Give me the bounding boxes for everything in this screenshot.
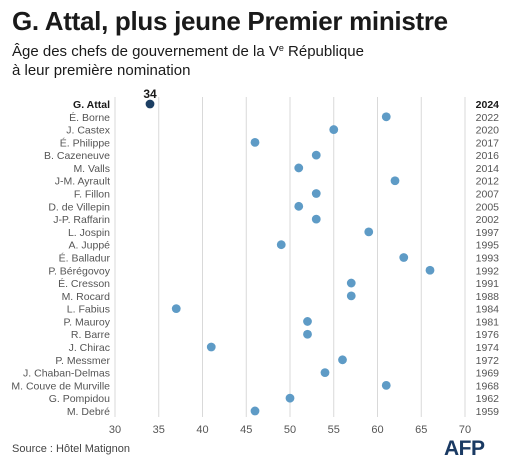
data-point bbox=[346, 291, 356, 301]
data-point bbox=[311, 150, 321, 160]
row-year-label: 2014 bbox=[476, 163, 500, 175]
data-point bbox=[320, 368, 330, 377]
data-point bbox=[276, 240, 286, 250]
row-year-label: 1972 bbox=[476, 355, 500, 367]
subtitle-text: Âge des chefs de gouvernement de la V bbox=[12, 43, 279, 60]
data-point bbox=[303, 317, 312, 326]
data-point bbox=[171, 304, 181, 314]
x-tick-label: 30 bbox=[109, 424, 121, 436]
data-point bbox=[425, 265, 435, 275]
row-year-label: 2007 bbox=[476, 189, 500, 201]
data-point bbox=[311, 189, 321, 198]
data-point bbox=[381, 380, 391, 390]
x-tick-label: 35 bbox=[153, 424, 165, 436]
row-year-label: 1968 bbox=[476, 380, 500, 392]
source-note: Source : Hôtel Matignon bbox=[12, 443, 131, 455]
data-point bbox=[346, 278, 356, 288]
data-point bbox=[364, 227, 374, 237]
row-name-label: J. Castex bbox=[66, 125, 111, 137]
row-year-label: 1993 bbox=[476, 252, 500, 264]
row-name-label: É. Balladur bbox=[59, 251, 111, 264]
row-year-label: 2012 bbox=[476, 176, 500, 188]
row-name-label: J. Chirac bbox=[69, 342, 110, 354]
row-year-label: 1962 bbox=[476, 393, 500, 405]
row-name-label: M. Debré bbox=[67, 406, 110, 418]
data-point bbox=[206, 342, 216, 352]
data-point bbox=[285, 393, 295, 403]
row-year-label: 2016 bbox=[476, 150, 500, 162]
row-name-label: É. Borne bbox=[69, 111, 110, 124]
row-name-label: D. de Villepin bbox=[48, 201, 110, 213]
x-tick-label: 65 bbox=[415, 424, 427, 436]
data-point bbox=[390, 176, 400, 186]
row-name-label: A. Juppé bbox=[69, 240, 111, 252]
row-name-label: J-P. Raffarin bbox=[53, 214, 110, 226]
row-name-label: F. Fillon bbox=[74, 189, 110, 201]
row-year-label: 1969 bbox=[476, 368, 500, 380]
row-name-label: J. Chaban-Delmas bbox=[23, 368, 110, 380]
row-name-label: M. Rocard bbox=[62, 291, 111, 303]
data-point bbox=[338, 355, 347, 365]
subtitle-superscript: e bbox=[278, 43, 284, 53]
data-point bbox=[381, 112, 391, 122]
row-name-label: G. Attal bbox=[73, 99, 110, 111]
data-point bbox=[303, 329, 312, 339]
row-year-label: 2005 bbox=[476, 201, 500, 213]
row-name-label: P. Mauroy bbox=[64, 316, 111, 328]
x-tick-label: 70 bbox=[459, 424, 471, 436]
row-year-label: 1959 bbox=[476, 406, 500, 418]
data-point bbox=[294, 201, 304, 211]
data-point bbox=[250, 137, 260, 147]
row-name-label: P. Bérégovoy bbox=[48, 265, 110, 277]
data-point bbox=[250, 406, 260, 416]
row-name-label: G. Pompidou bbox=[49, 393, 110, 405]
data-point bbox=[329, 125, 339, 134]
row-name-label: R. Barre bbox=[71, 329, 110, 341]
row-name-label: P. Messmer bbox=[55, 355, 110, 367]
row-year-label: 2017 bbox=[476, 137, 500, 149]
row-year-label: 1976 bbox=[476, 329, 500, 341]
row-name-label: M. Couve de Murville bbox=[11, 380, 110, 392]
row-name-label: J-M. Ayrault bbox=[55, 176, 110, 188]
row-name-label: B. Cazeneuve bbox=[44, 150, 110, 162]
x-tick-label: 50 bbox=[284, 424, 296, 436]
subtitle-text-end: République bbox=[283, 43, 364, 60]
data-point bbox=[399, 253, 409, 262]
row-year-label: 1992 bbox=[476, 265, 500, 277]
row-name-label: L. Jospin bbox=[68, 227, 110, 239]
row-year-label: 1997 bbox=[476, 227, 500, 239]
subtitle-line-2: à leur première nomination bbox=[12, 62, 191, 79]
chart-subtitle: Âge des chefs de gouvernement de la Ve R… bbox=[12, 42, 492, 80]
row-year-label: 1981 bbox=[476, 316, 500, 328]
row-year-label: 2020 bbox=[476, 125, 500, 137]
row-year-label: 1988 bbox=[476, 291, 500, 303]
row-year-label: 2002 bbox=[476, 214, 500, 226]
row-year-label: 2024 bbox=[476, 99, 500, 111]
x-tick-label: 55 bbox=[328, 424, 340, 436]
row-year-label: 2022 bbox=[476, 112, 500, 124]
x-tick-label: 45 bbox=[240, 424, 252, 436]
x-tick-label: 60 bbox=[371, 424, 383, 436]
chart-title: G. Attal, plus jeune Premier ministre bbox=[12, 6, 448, 36]
data-point bbox=[311, 214, 321, 224]
highlight-value-label: 34 bbox=[143, 87, 157, 101]
row-name-label: L. Fabius bbox=[67, 304, 110, 316]
row-name-label: M. Valls bbox=[73, 163, 110, 175]
x-tick-label: 40 bbox=[196, 424, 208, 436]
row-year-label: 1991 bbox=[476, 278, 500, 290]
data-point bbox=[294, 163, 304, 173]
afp-logo: AFP bbox=[444, 437, 485, 460]
row-name-label: É. Philippe bbox=[60, 136, 110, 149]
row-year-label: 1995 bbox=[476, 240, 500, 252]
highlight-data-point bbox=[145, 99, 155, 109]
row-name-label: É. Cresson bbox=[58, 277, 110, 290]
row-year-label: 1984 bbox=[476, 304, 500, 316]
row-year-label: 1974 bbox=[476, 342, 500, 354]
